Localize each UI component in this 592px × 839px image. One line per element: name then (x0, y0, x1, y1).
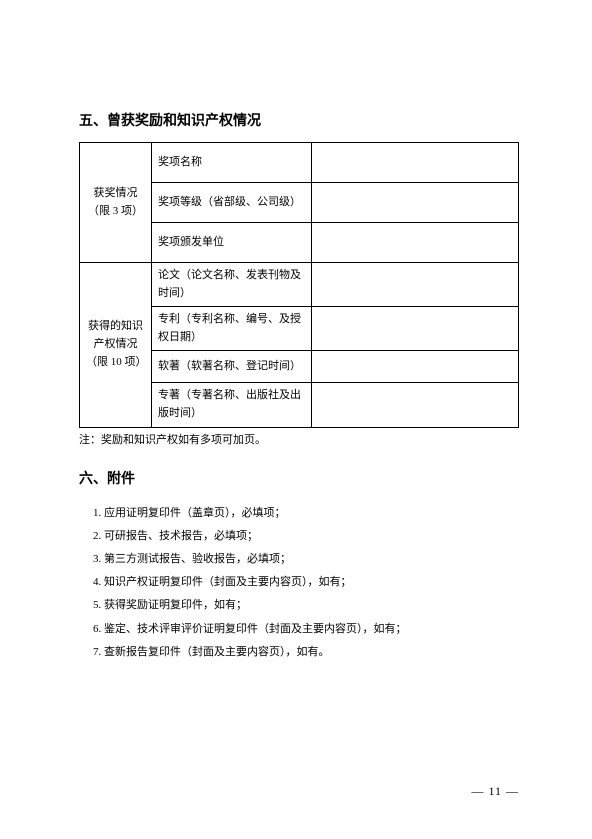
attach-item-5: 5. 获得奖励证明复印件，如有； (93, 594, 519, 617)
attach-item-3: 3. 第三方测试报告、验收报告，必填项； (93, 548, 519, 571)
group1-label-line2: （限 3 项） (88, 205, 143, 217)
page-number: — 11 — (471, 784, 519, 799)
attach-item-1: 1. 应用证明复印件（盖章页），必填项； (93, 502, 519, 525)
g2-row0-value (312, 263, 519, 307)
section-6-title: 六、附件 (79, 468, 519, 488)
attach-item-7: 7. 查新报告复印件（封面及主要内容页），如有。 (93, 641, 519, 664)
g2-row0-label: 论文（论文名称、发表刊物及时间） (152, 263, 312, 307)
attach-item-6: 6. 鉴定、技术评审评价证明复印件（封面及主要内容页），如有； (93, 618, 519, 641)
attach-item-4: 4. 知识产权证明复印件（封面及主要内容页），如有； (93, 571, 519, 594)
page-content: 五、曾获奖励和知识产权情况 获奖情况 （限 3 项） 奖项名称 奖项等级（省部级… (0, 0, 592, 664)
g2-row3-label: 专著（专著名称、出版社及出版时间） (152, 383, 312, 427)
group2-label-line2: 产权情况 (94, 338, 138, 350)
group2-label-line1: 获得的知识 (88, 320, 143, 332)
group2-header: 获得的知识 产权情况 （限 10 项） (80, 263, 152, 428)
g1-row2-value (312, 223, 519, 263)
g2-row3-value (312, 383, 519, 427)
awards-ip-table: 获奖情况 （限 3 项） 奖项名称 奖项等级（省部级、公司级） 奖项颁发单位 获… (79, 142, 519, 428)
g1-row0-label: 奖项名称 (152, 143, 312, 183)
g1-row2-label: 奖项颁发单位 (152, 223, 312, 263)
group1-header: 获奖情况 （限 3 项） (80, 143, 152, 263)
g1-row1-label: 奖项等级（省部级、公司级） (152, 183, 312, 223)
g2-row1-label: 专利（专利名称、编号、及授权日期） (152, 307, 312, 351)
g1-row0-value (312, 143, 519, 183)
g2-row2-label: 软著（软著名称、登记时间） (152, 351, 312, 383)
attach-item-2: 2. 可研报告、技术报告，必填项； (93, 525, 519, 548)
section-5-title: 五、曾获奖励和知识产权情况 (79, 110, 519, 130)
g2-row2-value (312, 351, 519, 383)
group1-label-line1: 获奖情况 (94, 187, 138, 199)
group2-label-line3: （限 10 项） (86, 356, 147, 368)
table-note: 注：奖励和知识产权如有多项可加页。 (79, 432, 519, 449)
g1-row1-value (312, 183, 519, 223)
attachment-list: 1. 应用证明复印件（盖章页），必填项； 2. 可研报告、技术报告，必填项； 3… (79, 502, 519, 664)
g2-row1-value (312, 307, 519, 351)
